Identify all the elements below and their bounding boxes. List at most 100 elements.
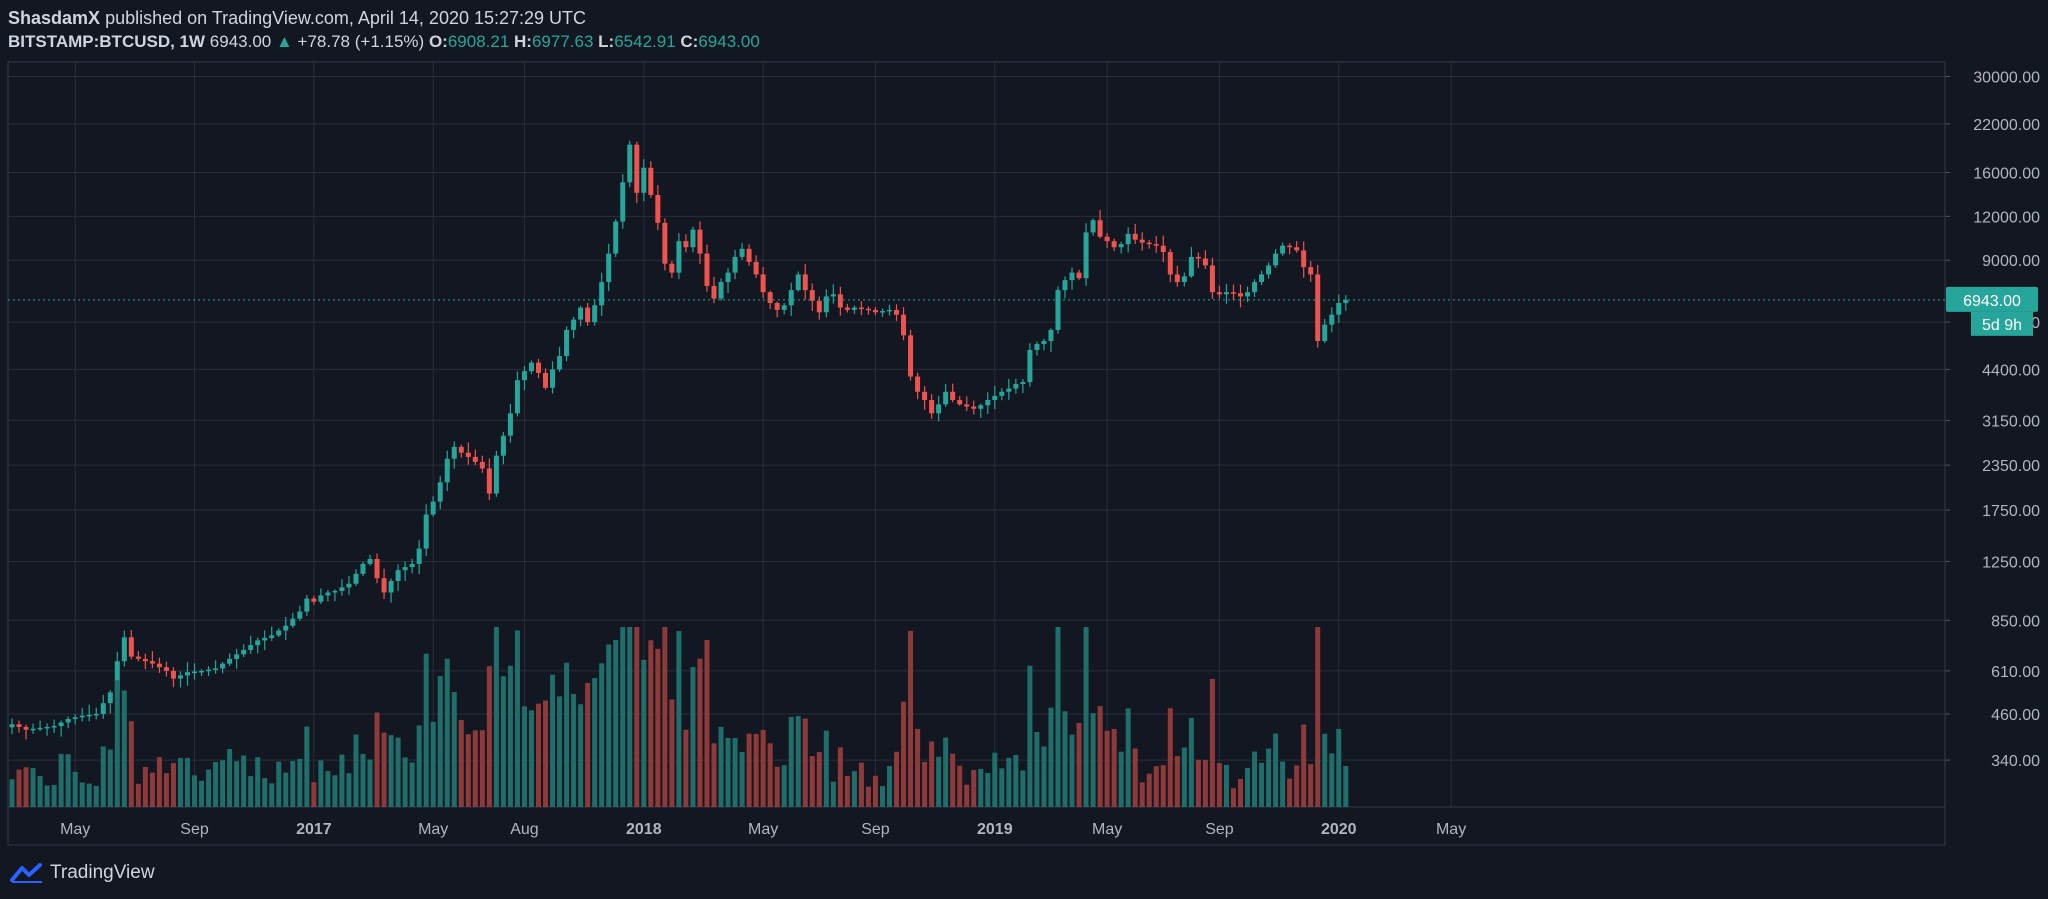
candle-body[interactable]: [676, 241, 682, 273]
candle-body[interactable]: [606, 253, 612, 283]
candle-body[interactable]: [788, 290, 794, 306]
candle-body[interactable]: [725, 272, 731, 283]
candle-body[interactable]: [802, 274, 808, 291]
candle-body[interactable]: [451, 446, 457, 459]
candle-body[interactable]: [830, 294, 836, 297]
candle-body[interactable]: [1027, 349, 1033, 383]
candle-body[interactable]: [507, 413, 513, 436]
candle-body[interactable]: [936, 404, 942, 414]
candle-body[interactable]: [887, 309, 892, 312]
candle-body[interactable]: [1076, 272, 1082, 279]
candle-body[interactable]: [220, 663, 226, 669]
candle-body[interactable]: [851, 307, 857, 310]
candle-body[interactable]: [65, 719, 71, 723]
candle-body[interactable]: [500, 435, 506, 456]
candle-body[interactable]: [1006, 388, 1012, 392]
candle-body[interactable]: [37, 727, 43, 730]
candle-body[interactable]: [23, 726, 29, 730]
candle-body[interactable]: [1294, 247, 1300, 251]
candle-body[interactable]: [528, 362, 534, 372]
candle-body[interactable]: [957, 400, 963, 405]
candle-body[interactable]: [367, 559, 373, 564]
candle-body[interactable]: [311, 598, 317, 602]
symbol-label[interactable]: BITSTAMP:BTCUSD, 1W: [8, 32, 206, 51]
candle-body[interactable]: [922, 391, 928, 401]
candle-body[interactable]: [374, 559, 380, 579]
candle-body[interactable]: [1048, 329, 1054, 342]
candle-body[interactable]: [816, 300, 822, 313]
candle-body[interactable]: [1287, 245, 1293, 248]
candle-body[interactable]: [1167, 251, 1173, 275]
candle-body[interactable]: [767, 292, 773, 304]
candle-body[interactable]: [79, 715, 85, 718]
candle-body[interactable]: [978, 405, 984, 409]
candle-body[interactable]: [894, 309, 900, 315]
candle-body[interactable]: [1069, 272, 1075, 281]
candle-body[interactable]: [781, 305, 787, 310]
candle-body[interactable]: [107, 692, 113, 704]
candle-body[interactable]: [641, 167, 647, 193]
candle-body[interactable]: [1104, 236, 1110, 242]
candle-body[interactable]: [634, 144, 640, 193]
candle-body[interactable]: [185, 672, 190, 676]
candle-body[interactable]: [1266, 265, 1272, 275]
candle-body[interactable]: [1308, 267, 1314, 275]
candle-body[interactable]: [290, 618, 296, 626]
candle-body[interactable]: [1062, 280, 1068, 291]
candle-body[interactable]: [739, 248, 745, 257]
candle-body[interactable]: [1329, 314, 1335, 325]
candle-body[interactable]: [276, 630, 282, 636]
candle-body[interactable]: [543, 372, 549, 388]
candle-body[interactable]: [1118, 244, 1124, 248]
candle-body[interactable]: [760, 274, 766, 293]
candle-body[interactable]: [1034, 343, 1040, 350]
footer-brand[interactable]: TradingView: [50, 862, 155, 883]
candle-body[interactable]: [1343, 299, 1349, 304]
candle-body[interactable]: [241, 649, 247, 655]
candle-body[interactable]: [1223, 292, 1229, 295]
candle-body[interactable]: [585, 307, 591, 323]
candle-body[interactable]: [1195, 256, 1201, 259]
candle-body[interactable]: [971, 406, 977, 409]
candle-body[interactable]: [206, 669, 212, 672]
candle-body[interactable]: [1209, 265, 1215, 293]
candle-body[interactable]: [318, 595, 324, 602]
candle-body[interactable]: [950, 391, 956, 401]
candle-body[interactable]: [149, 661, 155, 664]
candle-body[interactable]: [662, 222, 668, 264]
candle-body[interactable]: [1153, 244, 1159, 246]
candle-body[interactable]: [51, 726, 57, 728]
candle-body[interactable]: [402, 567, 408, 571]
candle-body[interactable]: [964, 404, 970, 407]
candle-body[interactable]: [1111, 241, 1117, 248]
candle-body[interactable]: [627, 144, 633, 183]
candle-body[interactable]: [1230, 292, 1236, 294]
candle-body[interactable]: [381, 578, 387, 593]
candle-body[interactable]: [872, 309, 878, 313]
candle-body[interactable]: [1132, 233, 1138, 240]
candle-body[interactable]: [514, 380, 520, 414]
candle-body[interactable]: [1013, 383, 1019, 389]
candle-body[interactable]: [1097, 220, 1103, 237]
candle-body[interactable]: [58, 722, 64, 727]
candle-body[interactable]: [697, 229, 703, 254]
candle-body[interactable]: [479, 461, 485, 469]
candle-body[interactable]: [86, 714, 92, 717]
candle-body[interactable]: [837, 294, 843, 308]
candle-body[interactable]: [444, 458, 450, 483]
candle-body[interactable]: [908, 335, 914, 377]
candle-body[interactable]: [578, 307, 584, 320]
candle-body[interactable]: [93, 713, 99, 716]
candle-body[interactable]: [1083, 232, 1089, 279]
candle-body[interactable]: [360, 563, 366, 574]
candle-body[interactable]: [332, 590, 338, 593]
candle-body[interactable]: [1139, 239, 1145, 243]
candle-body[interactable]: [437, 482, 443, 502]
candle-body[interactable]: [248, 645, 254, 650]
candle-body[interactable]: [915, 376, 921, 392]
candle-body[interactable]: [809, 290, 815, 301]
candle-body[interactable]: [430, 501, 436, 515]
candle-body[interactable]: [1252, 282, 1258, 293]
candle-body[interactable]: [746, 248, 752, 262]
candle-body[interactable]: [1020, 382, 1026, 384]
